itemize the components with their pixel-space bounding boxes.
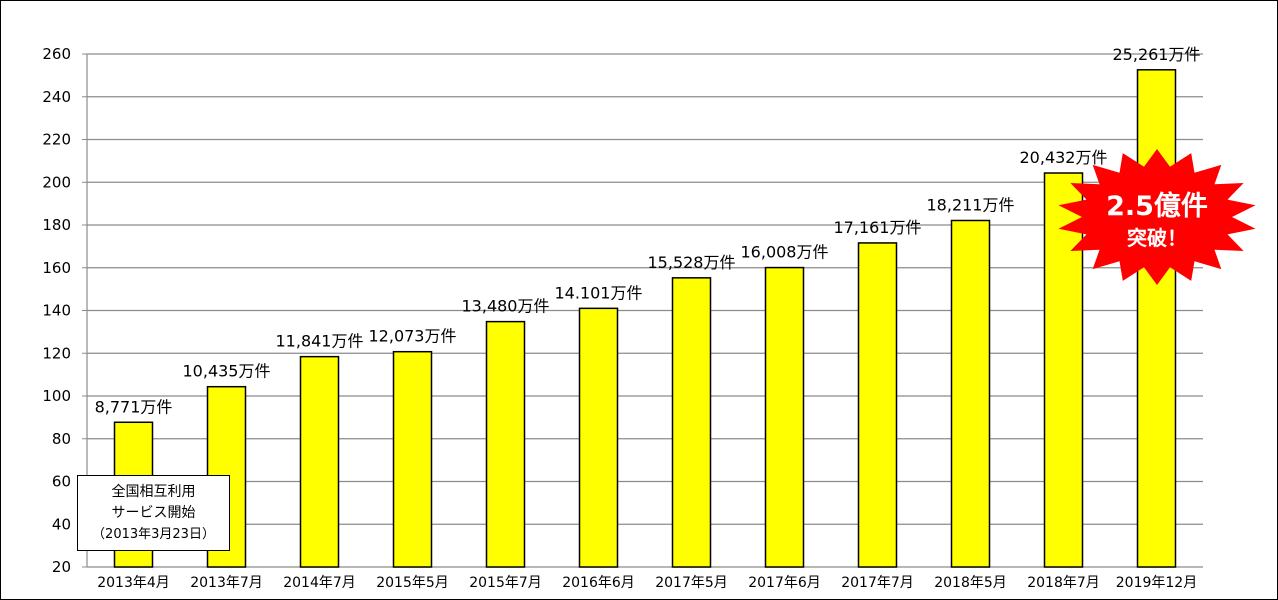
x-category-label: 2013年7月 xyxy=(190,575,263,591)
x-axis-categories: 2013年4月 2013年7月 2014年7月 2015年5月 2015年7月 2016年… xyxy=(97,575,1197,591)
x-category-label: 2016年6月 xyxy=(562,575,635,591)
data-labels: 8,771万件 10,435万件 11,841万件 12,073万件 13,480万件 1… xyxy=(95,45,1201,416)
x-category-label: 2017年7月 xyxy=(841,575,914,591)
y-tick-label: 260 xyxy=(42,45,71,63)
y-tick-label: 180 xyxy=(42,216,71,234)
x-category-label: 2018年5月 xyxy=(934,575,1007,591)
y-tick-label: 240 xyxy=(42,88,71,106)
note-line-2: サービス開始 xyxy=(111,504,196,521)
data-label: 18,211万件 xyxy=(927,195,1015,214)
data-label: 13,480万件 xyxy=(462,297,550,316)
bar xyxy=(1136,69,1177,568)
data-label: 20,432万件 xyxy=(1020,148,1108,167)
data-label: 17,161万件 xyxy=(834,218,922,237)
burst-text-main: 2.5億件 xyxy=(1106,191,1208,222)
y-tick-label: 140 xyxy=(42,302,71,320)
data-label: 11,841万件 xyxy=(276,332,364,351)
bar xyxy=(299,355,340,568)
x-category-label: 2013年4月 xyxy=(97,575,170,591)
data-label: 14.101万件 xyxy=(555,283,643,302)
y-tick-label: 220 xyxy=(42,131,71,149)
bars xyxy=(113,69,1177,568)
data-label: 8,771万件 xyxy=(95,397,173,416)
milestone-burst: 2.5億件 突破！ xyxy=(1058,149,1256,285)
bar xyxy=(950,219,991,568)
note-box: 全国相互利用 サービス開始 （2013年3月23日） xyxy=(77,475,230,551)
bar xyxy=(857,242,898,568)
bar xyxy=(1043,172,1084,568)
note-line-3: （2013年3月23日） xyxy=(92,526,215,542)
y-tick-label: 120 xyxy=(42,344,71,362)
bar xyxy=(671,277,712,568)
data-label: 25,261万件 xyxy=(1113,45,1201,64)
data-label: 16,008万件 xyxy=(741,243,829,262)
bar xyxy=(764,266,805,568)
y-tick-label: 80 xyxy=(52,430,71,448)
x-category-label: 2015年5月 xyxy=(376,575,449,591)
bar xyxy=(578,307,619,568)
burst-shape xyxy=(1058,149,1256,285)
x-category-label: 2018年7月 xyxy=(1027,575,1100,591)
y-tick-label: 40 xyxy=(52,515,71,533)
x-category-label: 2015年7月 xyxy=(469,575,542,591)
bar xyxy=(485,320,526,568)
y-tick-label: 100 xyxy=(42,387,71,405)
note-line-1: 全国相互利用 xyxy=(111,483,196,500)
y-axis-ticks: 20 40 60 80 100 120 140 160 180 200 220 240 260 xyxy=(42,45,71,576)
x-category-label: 2017年6月 xyxy=(748,575,821,591)
x-category-label: 2019年12月 xyxy=(1116,575,1197,591)
y-tick-label: 20 xyxy=(52,558,71,576)
y-tick-label: 60 xyxy=(52,473,71,491)
gridlines xyxy=(82,53,1203,568)
data-label: 15,528万件 xyxy=(648,253,736,272)
data-label: 12,073万件 xyxy=(369,327,457,346)
bar xyxy=(392,350,433,568)
burst-text-sub: 突破！ xyxy=(1127,226,1187,250)
y-tick-label: 160 xyxy=(42,259,71,277)
x-category-label: 2017年5月 xyxy=(655,575,728,591)
data-label: 10,435万件 xyxy=(183,362,271,381)
y-tick-label: 200 xyxy=(42,173,71,191)
x-category-label: 2014年7月 xyxy=(283,575,356,591)
